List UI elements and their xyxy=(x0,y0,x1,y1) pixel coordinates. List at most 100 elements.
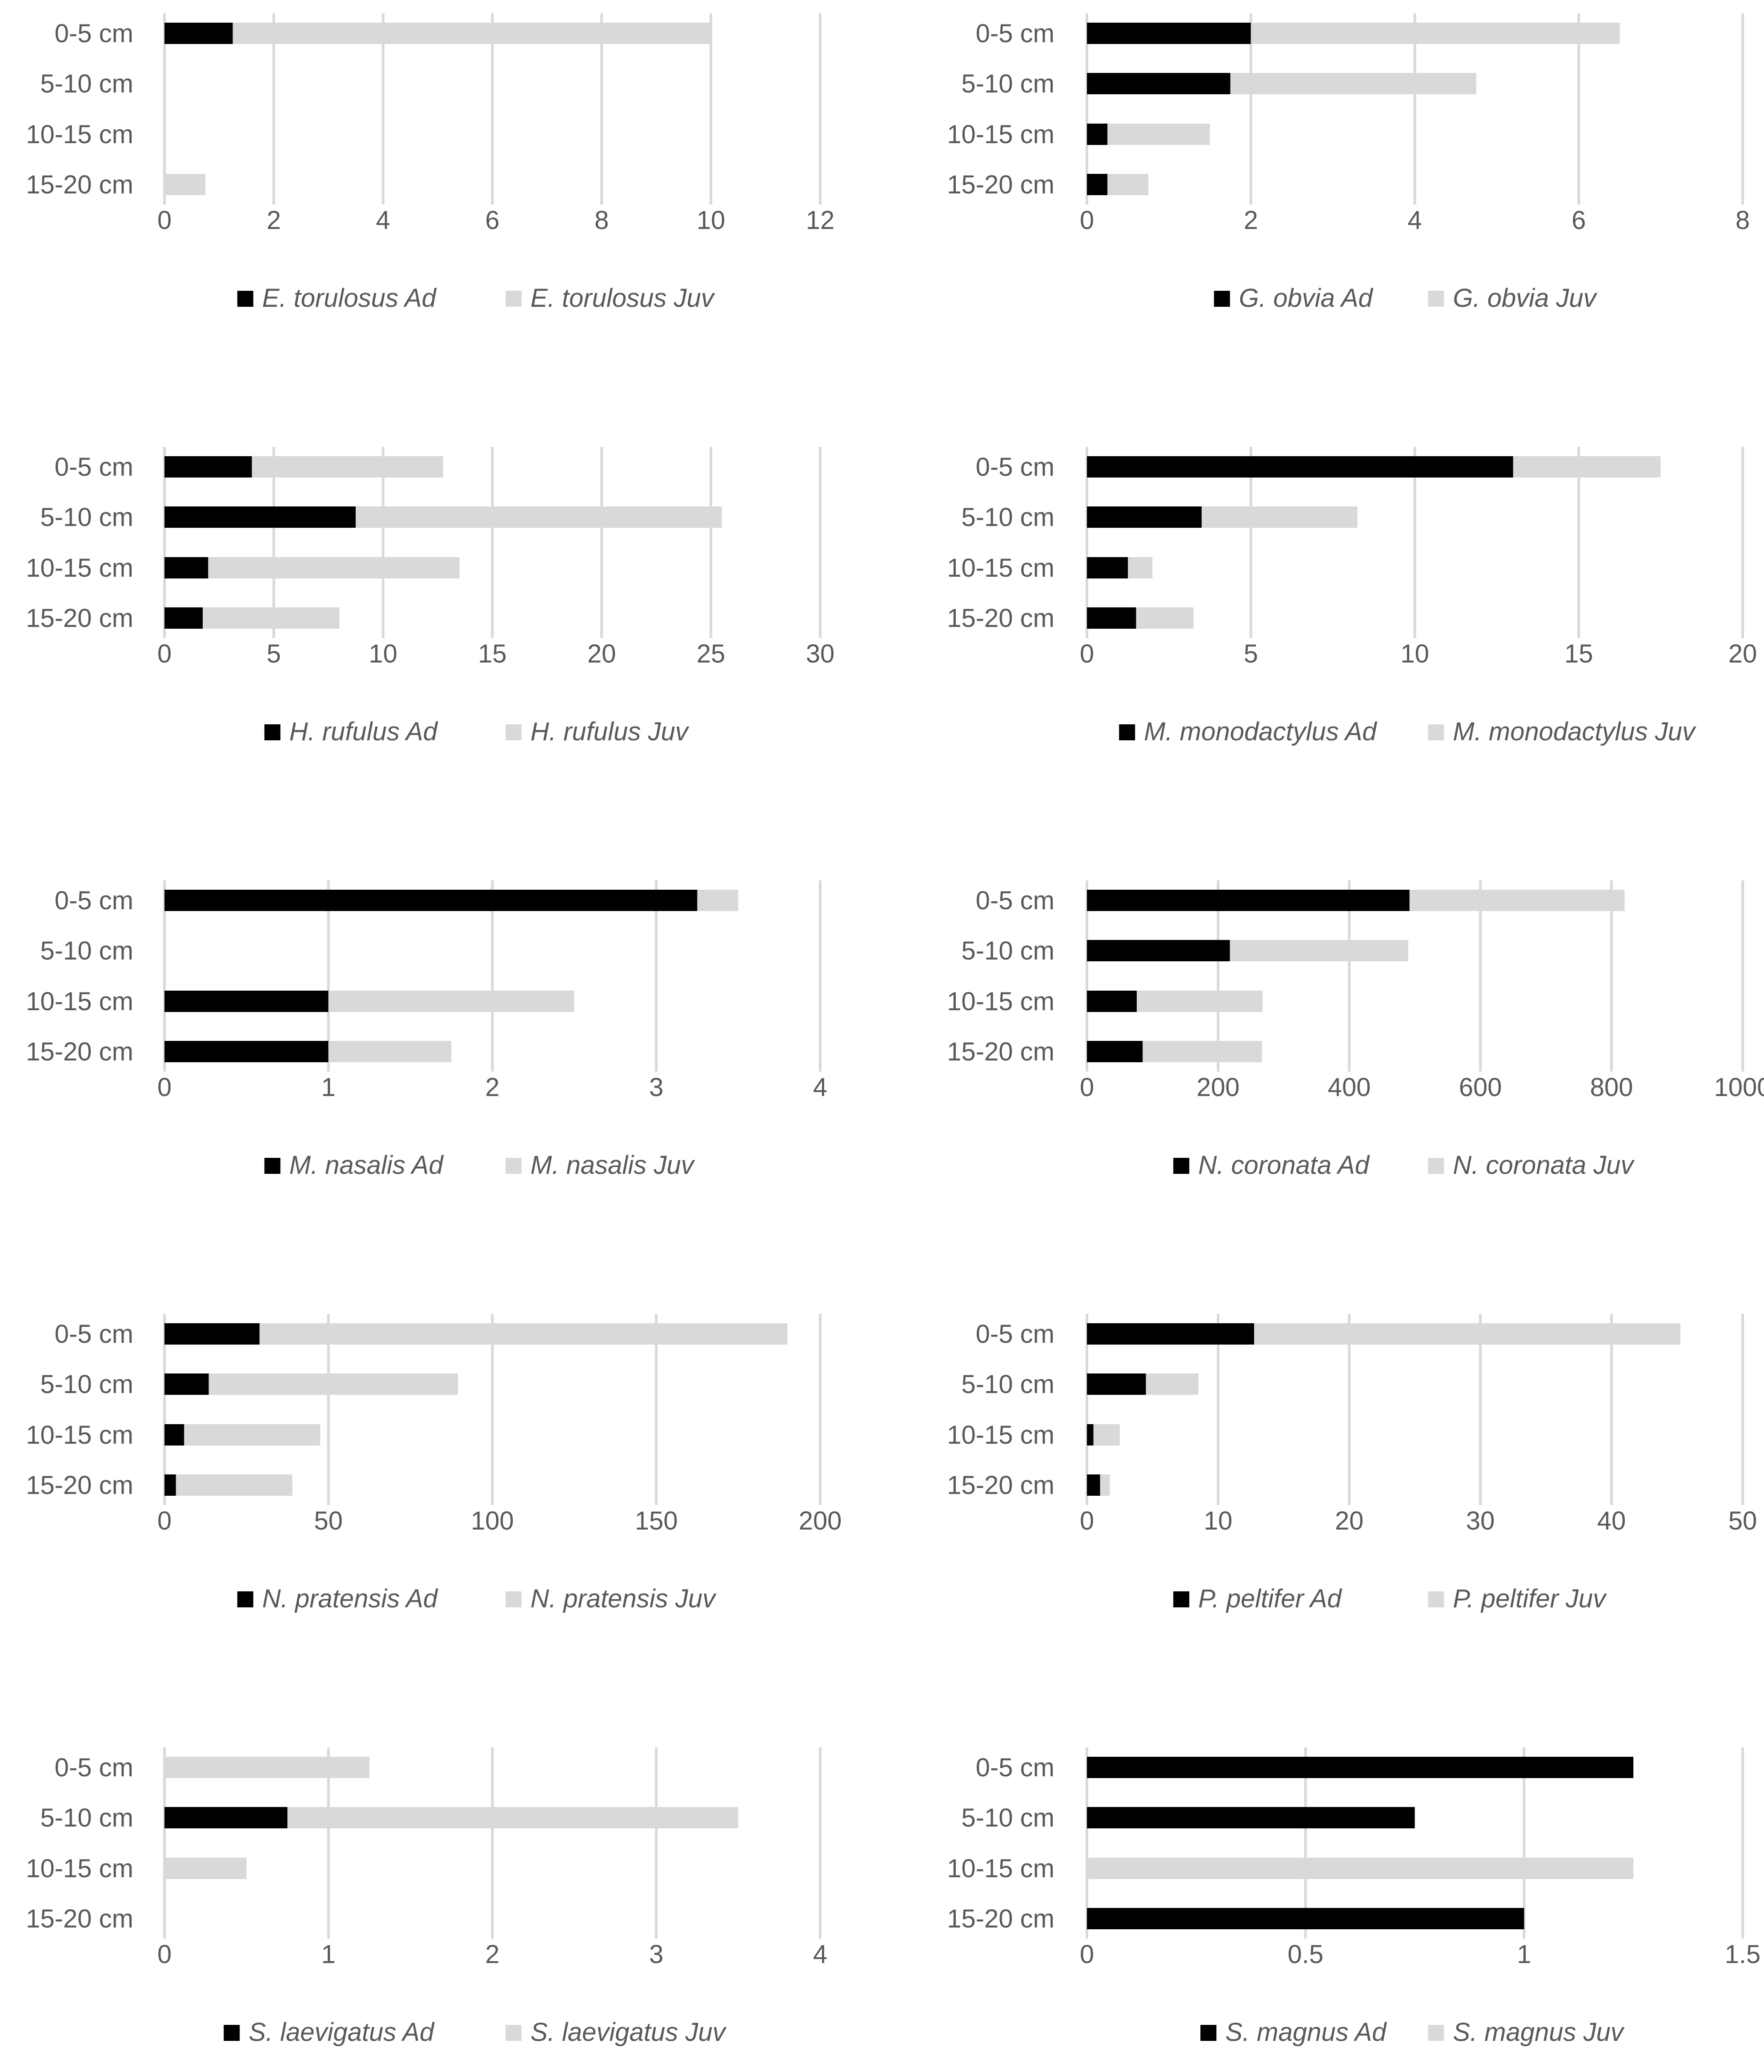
category-label: 0-5 cm xyxy=(976,19,1054,48)
x-tick-label: 200 xyxy=(1197,1073,1240,1102)
bar-m-nasalis-juv-0-5-cm xyxy=(697,890,738,911)
x-tick-label: 1 xyxy=(321,1073,336,1102)
category-label: 10-15 cm xyxy=(26,554,133,582)
legend-label: M. nasalis Ad xyxy=(289,1151,444,1180)
bar-m-monodactylus-juv-5-10-cm xyxy=(1202,506,1358,528)
x-tick-label: 5 xyxy=(267,639,281,668)
bar-m-nasalis-juv-10-15-cm xyxy=(328,991,574,1012)
category-label: 10-15 cm xyxy=(26,987,133,1016)
bar-p-peltifer-ad-5-10-cm xyxy=(1087,1373,1146,1395)
x-tick-label: 0 xyxy=(157,206,172,235)
x-tick-label: 0 xyxy=(1080,639,1094,668)
bar-m-monodactylus-juv-0-5-cm xyxy=(1513,456,1661,478)
x-tick-label: 50 xyxy=(314,1506,343,1535)
bar-n-coronata-ad-5-10-cm xyxy=(1087,940,1230,961)
bar-g-obvia-juv-5-10-cm xyxy=(1230,73,1476,94)
bar-n-pratensis-ad-5-10-cm xyxy=(164,1373,209,1395)
x-tick-label: 10 xyxy=(697,206,726,235)
category-label: 5-10 cm xyxy=(40,503,133,532)
x-tick-label: 4 xyxy=(376,206,390,235)
bar-p-peltifer-juv-10-15-cm xyxy=(1093,1424,1120,1446)
legend-swatch-juvenile xyxy=(505,724,522,740)
legend-swatch-juvenile xyxy=(505,2025,522,2041)
x-tick-label: 200 xyxy=(799,1506,842,1535)
legend-label: M. nasalis Juv xyxy=(530,1151,695,1180)
x-tick-label: 0 xyxy=(1080,1940,1094,1969)
x-tick-label: 10 xyxy=(369,639,397,668)
chart-g-obvia: 0 2 4 6 8 0-5 cm 5-10 cm 10-15 cm 15-20 cm G. obv… xyxy=(947,13,1750,313)
chart-s-laevigatus: 0 1 2 3 4 0-5 cm 5-10 cm 10-15 cm 15-20 cm S. lae… xyxy=(26,1747,827,2047)
bar-n-pratensis-ad-0-5-cm xyxy=(164,1323,260,1345)
x-tick-label: 2 xyxy=(1244,206,1258,235)
legend-label: S. laevigatus Ad xyxy=(249,2018,435,2047)
x-tick-label: 20 xyxy=(1335,1506,1364,1535)
x-tick-label: 10 xyxy=(1400,639,1429,668)
bar-p-peltifer-ad-15-20-cm xyxy=(1087,1474,1100,1496)
category-label: 5-10 cm xyxy=(40,1370,133,1399)
x-tick-label: 4 xyxy=(813,1073,827,1102)
legend-label: E. torulosus Ad xyxy=(262,284,437,313)
bar-s-laevigatus-juv-5-10-cm xyxy=(287,1807,738,1828)
legend-label: N. pratensis Ad xyxy=(262,1584,438,1613)
category-label: 5-10 cm xyxy=(40,69,133,98)
bar-s-magnus-ad-5-10-cm xyxy=(1087,1807,1415,1828)
bar-h-rufulus-ad-10-15-cm xyxy=(164,557,208,578)
x-tick-label: 800 xyxy=(1590,1073,1633,1102)
bar-p-peltifer-juv-5-10-cm xyxy=(1146,1373,1199,1395)
x-tick-label: 400 xyxy=(1328,1073,1371,1102)
bar-h-rufulus-ad-15-20-cm xyxy=(164,607,203,629)
bar-g-obvia-juv-15-20-cm xyxy=(1107,174,1149,195)
x-tick-label: 15 xyxy=(478,639,507,668)
x-tick-label: 10 xyxy=(1204,1506,1233,1535)
category-label: 0-5 cm xyxy=(976,453,1054,482)
x-tick-label: 6 xyxy=(485,206,499,235)
category-label: 0-5 cm xyxy=(55,453,133,482)
x-tick-label: 0 xyxy=(157,1940,172,1969)
x-tick-label: 25 xyxy=(697,639,726,668)
bar-g-obvia-ad-10-15-cm xyxy=(1087,124,1108,145)
category-label: 5-10 cm xyxy=(40,1803,133,1832)
bar-n-coronata-juv-15-20-cm xyxy=(1143,1041,1262,1062)
bar-h-rufulus-juv-10-15-cm xyxy=(208,557,460,578)
x-tick-label: 150 xyxy=(635,1506,678,1535)
legend-label: M. monodactylus Ad xyxy=(1144,717,1377,746)
category-label: 10-15 cm xyxy=(947,1421,1054,1450)
x-tick-label: 30 xyxy=(806,639,835,668)
legend-label: S. magnus Ad xyxy=(1225,2018,1387,2047)
category-label: 5-10 cm xyxy=(961,1370,1054,1399)
category-label: 5-10 cm xyxy=(961,1803,1054,1832)
category-label: 10-15 cm xyxy=(26,1854,133,1883)
category-label: 5-10 cm xyxy=(40,936,133,965)
chart-s-magnus: 0 0.5 1 1.5 0-5 cm 5-10 cm 10-15 cm 15-20 cm S. … xyxy=(947,1747,1760,2047)
bar-m-nasalis-ad-0-5-cm xyxy=(164,890,698,911)
x-tick-label: 4 xyxy=(1407,206,1422,235)
bar-s-magnus-juv-10-15-cm xyxy=(1087,1858,1634,1879)
x-tick-label: 12 xyxy=(806,206,835,235)
chart-e-torulosus: 0 2 4 6 8 10 12 0-5 cm 5-10 cm 10-15 cm 15-20 cm E.… xyxy=(26,13,834,313)
bar-n-coronata-ad-10-15-cm xyxy=(1087,991,1137,1012)
bar-h-rufulus-ad-0-5-cm xyxy=(164,456,252,478)
bar-s-laevigatus-juv-0-5-cm xyxy=(164,1757,369,1778)
legend-label: S. laevigatus Juv xyxy=(530,2018,726,2047)
category-label: 0-5 cm xyxy=(976,1753,1054,1782)
x-tick-label: 2 xyxy=(485,1940,499,1969)
x-tick-label: 20 xyxy=(587,639,616,668)
category-label: 15-20 cm xyxy=(947,1904,1054,1933)
bar-m-monodactylus-juv-10-15-cm xyxy=(1128,557,1153,578)
category-label: 15-20 cm xyxy=(26,170,133,199)
legend-label: G. obvia Ad xyxy=(1239,284,1374,313)
chart-p-peltifer: 0 10 20 30 40 50 0-5 cm 5-10 cm 10-15 cm 15-20 cm… xyxy=(947,1314,1757,1613)
category-label: 5-10 cm xyxy=(961,69,1054,98)
x-tick-label: 2 xyxy=(267,206,281,235)
legend-swatch-adult xyxy=(1119,724,1135,740)
x-tick-label: 2 xyxy=(485,1073,499,1102)
bar-g-obvia-ad-0-5-cm xyxy=(1087,23,1251,44)
x-tick-label: 0 xyxy=(157,1506,172,1535)
bar-s-magnus-ad-0-5-cm xyxy=(1087,1757,1634,1778)
bar-m-monodactylus-ad-5-10-cm xyxy=(1087,506,1202,528)
bar-m-nasalis-ad-15-20-cm xyxy=(164,1041,329,1062)
category-label: 15-20 cm xyxy=(26,1904,133,1933)
bar-e-torulosus-juv-0-5-cm xyxy=(233,23,711,44)
legend-swatch-juvenile xyxy=(505,1591,522,1607)
